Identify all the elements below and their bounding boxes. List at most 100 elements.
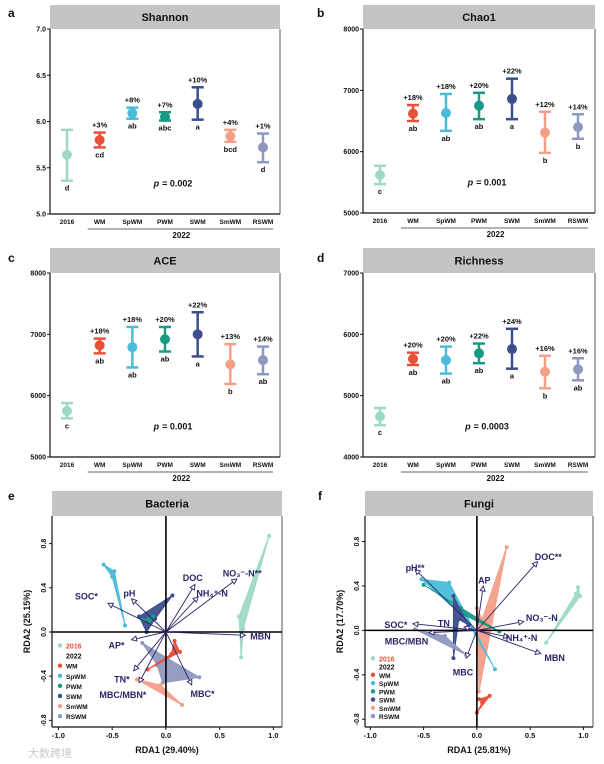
vector-line	[468, 627, 477, 631]
env-vector: pH**	[406, 563, 478, 631]
arrow-head-icon	[189, 583, 196, 591]
vector-label: NO₃⁻-N**	[223, 568, 262, 578]
arrow-head-icon	[411, 621, 419, 628]
env-vector: NO₃⁻-N	[476, 613, 558, 631]
vector-line	[136, 631, 167, 668]
y-tick-label: 6.5	[36, 73, 46, 80]
mean-point	[540, 127, 550, 138]
significance-letter: ab	[128, 122, 137, 131]
error-bar-2016: c	[374, 406, 386, 437]
significance-letter: a	[510, 122, 515, 131]
vector-label: pH**	[406, 563, 425, 573]
env-vector: pH	[123, 588, 167, 633]
sample-point	[442, 633, 447, 638]
env-vector: MBC*	[165, 631, 215, 699]
env-vector: MBC/MBN*	[99, 631, 167, 700]
vector-label: MBC	[453, 668, 474, 678]
x-tick-label: -1.0	[52, 731, 65, 740]
y-tick-label: -0.8	[41, 714, 48, 726]
significance-letter: a	[510, 372, 515, 381]
legend-label-SmWM: SmWM	[379, 706, 401, 713]
legend-label-WM: WM	[379, 673, 391, 680]
change-label: +24%	[502, 317, 522, 326]
change-label: +20%	[403, 341, 423, 350]
mean-point	[160, 334, 170, 345]
error-bar-WM: +3% cd	[92, 121, 108, 160]
x-tick-label: 0.0	[472, 731, 482, 740]
significance-letter: ab	[409, 368, 418, 377]
mean-point	[474, 100, 484, 111]
y-axis-label: RDA2 (17.70%)	[335, 590, 345, 654]
change-label: +20%	[469, 81, 489, 90]
panel-title: ACE	[153, 256, 176, 268]
change-label: +3%	[92, 121, 108, 130]
panel-letter: b	[317, 6, 324, 20]
y-tick-label: 7000	[30, 332, 46, 339]
y-tick-label: 6000	[30, 393, 46, 400]
mean-point	[192, 329, 203, 340]
mean-point	[441, 355, 451, 366]
arrow-head-icon	[239, 631, 247, 639]
error-bar-2016: c	[61, 401, 73, 430]
vector-label: AP*	[108, 640, 125, 650]
significance-letter: ab	[475, 366, 484, 375]
group-hull	[141, 642, 201, 684]
panel-title: Bacteria	[145, 499, 189, 511]
vector-line	[136, 631, 167, 640]
vector-line	[140, 631, 167, 679]
panel-title: Fungi	[464, 499, 494, 511]
arrow-head-icon	[502, 632, 510, 640]
p-value: p = 0.001	[153, 421, 193, 431]
x-tick-label: 1.0	[578, 731, 588, 740]
y-tick-label: 5.0	[36, 212, 46, 219]
sample-point	[110, 574, 115, 579]
error-bar-SmWM: +12% b	[535, 100, 555, 165]
panel-header	[50, 5, 280, 29]
mean-point	[225, 131, 236, 142]
significance-letter: ab	[161, 355, 170, 364]
arrow-head-icon	[130, 635, 138, 642]
legend-marker-WM	[370, 672, 376, 678]
panel-title: Chao1	[462, 12, 496, 24]
p-value-text: = 0.002	[162, 178, 192, 188]
legend-label-SWM: SWM	[379, 698, 395, 705]
y-tick-label: 5000	[343, 211, 359, 218]
change-label: +10%	[188, 75, 208, 84]
mean-point	[94, 135, 105, 145]
panel-header	[363, 5, 595, 29]
significance-letter: a	[196, 123, 201, 132]
x-axis-label: RDA1 (29.40%)	[135, 745, 199, 755]
y-tick-label: 0.8	[41, 539, 48, 549]
error-bar-WM: +20% ab	[403, 341, 423, 377]
x-tick-label: SpWM	[436, 218, 456, 225]
x-tick-label: WM	[94, 462, 106, 469]
change-label: +16%	[535, 344, 555, 353]
change-label: +14%	[253, 335, 273, 344]
vector-label: NH₄⁺-N	[506, 633, 538, 643]
x-tick-label: SmWM	[534, 462, 556, 469]
panel-letter: c	[8, 251, 15, 265]
sample-point	[456, 617, 461, 622]
significance-letter: cd	[95, 150, 104, 159]
y-tick-label: 0.0	[354, 625, 361, 635]
x-tick-label: 0.5	[525, 731, 535, 740]
x-tick-label: SpWM	[436, 462, 456, 469]
legend-marker-SpWM	[57, 673, 63, 678]
vector-label: MBN	[250, 631, 271, 641]
error-bar-RSWM: +14% b	[568, 102, 588, 151]
change-label: +22%	[469, 332, 489, 341]
x-tick-label: -0.5	[106, 731, 119, 740]
significance-letter: b	[228, 387, 233, 396]
vector-label: MBC*	[190, 689, 214, 699]
significance-letter: d	[261, 165, 266, 174]
error-bar-SpWM: +20% ab	[436, 335, 456, 386]
change-label: +14%	[568, 102, 588, 111]
p-symbol: p	[464, 421, 471, 431]
y-tick-label: 6000	[343, 332, 359, 339]
change-label: +12%	[535, 100, 555, 109]
env-vector: NO₃⁻-N**	[165, 568, 262, 633]
change-label: +20%	[436, 335, 456, 344]
